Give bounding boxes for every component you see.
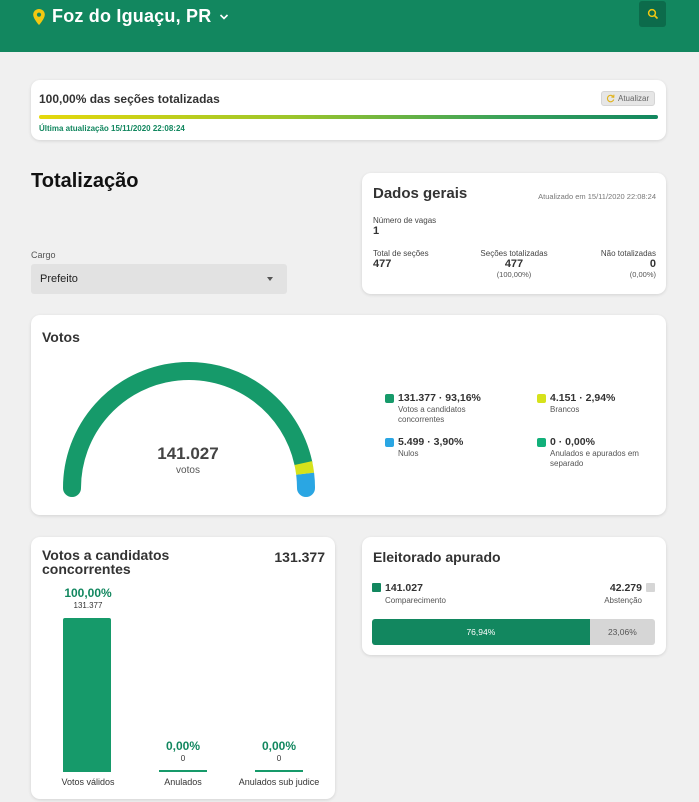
- refresh-button[interactable]: Atualizar: [601, 91, 656, 106]
- secoes-totalizadas-group: Seções totalizadas 477 (100,00%): [474, 249, 554, 279]
- col-num: 131.377: [73, 601, 103, 610]
- comparecimento-value: 141.027: [385, 582, 423, 594]
- progress-title: 100,00% das seções totalizadas: [39, 92, 220, 106]
- bar-subjudice: [255, 770, 303, 772]
- last-update-text: Última atualização 15/11/2020 22:08:24: [39, 124, 185, 133]
- col-label: Anulados sub judice: [238, 777, 320, 787]
- gauge-end-cap: [297, 479, 315, 497]
- votos-total: 141.027: [157, 444, 219, 463]
- col-anulados-header: 0,00% 0: [143, 739, 223, 763]
- votos-total-label: votos: [176, 465, 200, 476]
- col-num: 0: [276, 754, 282, 763]
- col-validos-header: 100,00% 131.377: [48, 586, 128, 610]
- col-label: Votos válidos: [61, 777, 115, 787]
- comparecimento-swatch: [372, 583, 381, 592]
- votos-gauge: [63, 362, 315, 497]
- total-secoes-group: Total de seções 477: [373, 249, 429, 270]
- search-icon: [647, 8, 658, 20]
- vagas-value: 1: [373, 225, 380, 237]
- nao-totalizadas-pct: (0,00%): [629, 270, 656, 279]
- nao-totalizadas-group: Não totalizadas 0 (0,00%): [601, 249, 656, 279]
- nao-totalizadas-value: 0: [649, 258, 656, 270]
- candidatos-total: 131.377: [274, 549, 325, 565]
- cargo-selected-value: Prefeito: [40, 273, 78, 285]
- legend-swatch: [537, 394, 546, 403]
- votos-card: Votos 141.027 votos 131.377 · 93,16% Vot…: [31, 315, 666, 515]
- legend-value: 4.151 · 2,94%: [550, 392, 616, 404]
- col-num: 0: [180, 754, 186, 763]
- col-label: Anulados: [164, 777, 202, 787]
- vagas-label: Número de vagas: [373, 216, 437, 225]
- col-pct: 100,00%: [64, 586, 112, 600]
- abstencao-group: 42.279 Abstenção: [575, 582, 655, 612]
- dados-gerais-title: Dados gerais: [373, 185, 468, 202]
- vagas-group: Número de vagas 1: [373, 216, 436, 237]
- sections-progress-card: 100,00% das seções totalizadas Atualizar…: [31, 80, 666, 140]
- secoes-totalizadas-label: Seções totalizadas: [480, 249, 548, 258]
- bar-validos: [63, 618, 111, 772]
- legend-swatch: [385, 394, 394, 403]
- chevron-down-icon: [220, 13, 229, 20]
- dados-gerais-updated: Atualizado em 15/11/2020 22:08:24: [538, 192, 656, 201]
- dados-gerais-card: Dados gerais Atualizado em 15/11/2020 22…: [362, 173, 666, 294]
- legend-swatch: [537, 438, 546, 447]
- legend-label: Nulos: [398, 449, 419, 458]
- votos-title: Votos: [42, 329, 80, 345]
- abstencao-value: 42.279: [609, 582, 642, 594]
- legend-swatch: [385, 438, 394, 447]
- page-title: Totalização: [31, 170, 139, 192]
- abstencao-swatch: [646, 583, 655, 592]
- location-selector[interactable]: Foz do Iguaçu, PR: [32, 6, 229, 27]
- cargo-select[interactable]: Prefeito: [31, 264, 287, 294]
- col-pct: 0,00%: [165, 739, 201, 753]
- secoes-totalizadas-value: 477: [504, 258, 524, 270]
- total-secoes-value: 477: [373, 258, 392, 270]
- nao-totalizadas-label: Não totalizadas: [600, 249, 656, 258]
- eleitorado-split-bar: 76,94% 23,06%: [372, 619, 655, 645]
- refresh-icon: [606, 94, 615, 103]
- abstencao-bar: 23,06%: [589, 619, 655, 645]
- caret-down-icon: [267, 277, 273, 281]
- map-pin-icon: [33, 8, 45, 25]
- legend-label: Votos a candidatos concorrentes: [398, 405, 466, 424]
- cargo-label: Cargo: [31, 250, 56, 260]
- secoes-totalizadas-pct: (100,00%): [496, 270, 532, 279]
- city-name: Foz do Iguaçu, PR: [52, 6, 212, 26]
- col-pct: 0,00%: [261, 739, 297, 753]
- eleitorado-title: Eleitorado apurado: [373, 549, 501, 565]
- search-button[interactable]: [639, 1, 666, 27]
- legend-value: 0 · 0,00%: [550, 436, 595, 448]
- top-bar: Foz do Iguaçu, PR: [0, 0, 699, 52]
- col-subjudice-header: 0,00% 0: [239, 739, 319, 763]
- abstencao-label: Abstenção: [604, 596, 642, 605]
- refresh-label: Atualizar: [618, 94, 650, 103]
- gauge-segment-concorrentes: [63, 362, 313, 497]
- eleitorado-card: Eleitorado apurado 141.027 Compareciment…: [362, 537, 666, 655]
- total-secoes-label: Total de seções: [373, 249, 429, 258]
- gauge-segment-brancos: [294, 461, 315, 475]
- progress-bar: [39, 115, 658, 119]
- bar-anulados: [159, 770, 207, 772]
- legend-label: Brancos: [550, 405, 580, 414]
- legend-value: 131.377 · 93,16%: [398, 392, 481, 404]
- candidatos-card: Votos a candidatos concorrentes 131.377 …: [31, 537, 335, 799]
- legend-value: 5.499 · 3,90%: [398, 436, 464, 448]
- comparecimento-bar: 76,94%: [372, 619, 590, 645]
- legend-label: Anulados e apurados em separado: [550, 449, 639, 468]
- candidatos-title: Votos a candidatos concorrentes: [42, 547, 170, 577]
- comparecimento-label: Comparecimento: [385, 596, 446, 605]
